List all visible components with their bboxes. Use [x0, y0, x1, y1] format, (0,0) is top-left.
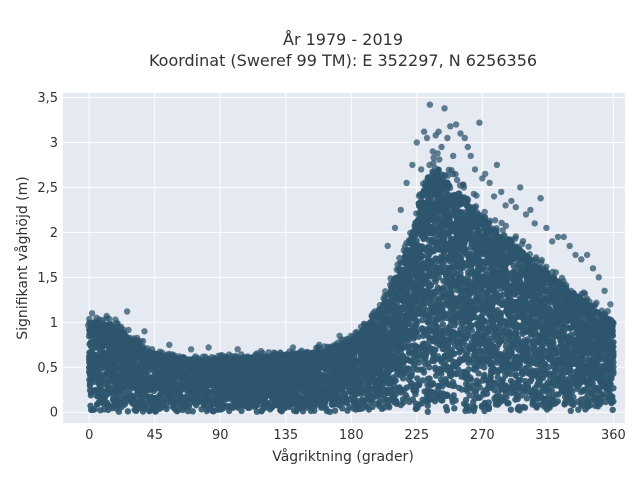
data-point	[392, 377, 399, 384]
chart-title-line1: År 1979 - 2019	[283, 30, 403, 49]
data-point	[424, 408, 431, 415]
data-point	[432, 346, 439, 353]
data-point	[419, 252, 426, 260]
data-points	[85, 101, 617, 415]
data-point	[311, 407, 318, 414]
data-point	[163, 405, 170, 413]
data-point	[415, 381, 423, 389]
chart-title-line2: Koordinat (Sweref 99 TM): E 352297, N 62…	[149, 51, 537, 70]
data-point	[115, 408, 123, 415]
data-point	[457, 200, 464, 207]
data-point	[451, 405, 458, 412]
data-point	[443, 407, 451, 414]
data-point	[91, 406, 98, 413]
data-point	[331, 407, 339, 414]
data-point	[189, 408, 196, 415]
data-point	[145, 367, 152, 374]
data-point	[175, 407, 182, 414]
data-point	[420, 366, 427, 373]
data-point	[412, 387, 420, 395]
data-point	[124, 408, 132, 415]
data-point	[426, 364, 433, 371]
data-point	[424, 402, 431, 409]
data-point	[386, 404, 393, 411]
data-point	[98, 386, 105, 394]
data-point	[450, 392, 457, 399]
